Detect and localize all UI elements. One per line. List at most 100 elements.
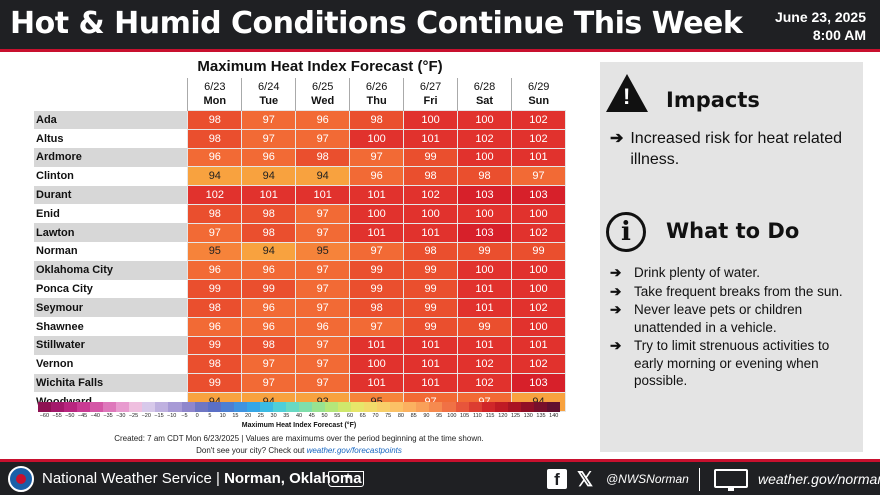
scale-swatch [103, 402, 117, 412]
heat-index-cell: 100 [457, 110, 512, 130]
city-name: Norman [34, 242, 188, 261]
scale-swatch [429, 402, 443, 412]
list-item: ➔ Try to limit strenuous activities to ea… [610, 337, 860, 390]
scale-swatch [311, 402, 326, 412]
heat-index-cell: 103 [510, 185, 567, 205]
table-row: Ada 98 97 96 98 100 100 102 [34, 110, 567, 130]
heat-index-cell: 99 [349, 260, 405, 281]
see-city-text: Don't see your city? Check out [196, 446, 305, 455]
scale-swatch [129, 402, 143, 412]
city-name: Durant [34, 185, 188, 205]
heat-index-cell: 99 [403, 147, 459, 168]
heat-index-cell: 97 [295, 203, 351, 224]
page-title: Hot & Humid Conditions Continue This Wee… [10, 6, 743, 41]
heat-index-cell: 102 [187, 185, 243, 205]
heat-index-cell: 98 [457, 166, 512, 187]
scale-tick-label: 40 [295, 413, 303, 419]
heat-index-cell: 102 [457, 354, 512, 375]
city-name: Stillwater [34, 336, 188, 355]
heat-index-cell: 97 [241, 110, 297, 130]
table-row: Norman 95 94 95 97 98 99 99 [34, 241, 567, 262]
heat-index-cell: 96 [295, 110, 351, 130]
day-of-week: Wed [311, 95, 335, 107]
scale-tick-label: 65 [359, 413, 366, 419]
heat-index-cell: 101 [403, 128, 459, 149]
created-note: Created: 7 am CDT Mon 6/23/2025 | Values… [114, 434, 484, 443]
oklahoma-outline-icon [328, 471, 364, 487]
heat-index-cell: 98 [241, 222, 297, 243]
website-link[interactable]: weather.gov/norman [758, 471, 880, 487]
heat-index-cell: 100 [457, 203, 512, 224]
list-item-text: Drink plenty of water. [634, 265, 761, 280]
scale-tick-label: 45 [308, 413, 315, 419]
forecast-points-link[interactable]: weather.gov/forecastpoints [306, 446, 402, 455]
day-of-week: Sat [475, 95, 494, 107]
color-scale-bar [38, 402, 560, 412]
table-row: Durant 102 101 101 101 102 103 103 [34, 185, 567, 205]
day-date: 6/27 [419, 81, 442, 93]
heat-index-cell: 96 [241, 147, 297, 168]
heat-index-cell: 100 [403, 203, 459, 224]
heat-index-cell: 99 [403, 260, 459, 281]
day-header: 6/25 Wed [295, 78, 350, 111]
scale-tick-label: 5 [208, 413, 212, 419]
scale-swatch [298, 402, 312, 412]
day-date: 6/29 [528, 81, 550, 93]
city-name: Lawton [34, 223, 188, 243]
heat-index-cell: 98 [241, 335, 297, 356]
list-item: ➔ Never leave pets or children unattended… [610, 301, 860, 336]
heat-index-cell: 100 [510, 279, 567, 299]
scale-swatch [520, 402, 534, 412]
impact-item-text: Increased risk for heat related illness. [630, 130, 843, 168]
scale-tick-label: 85 [410, 413, 417, 419]
heat-index-cell: 96 [187, 260, 243, 281]
scale-tick-label: −15 [154, 413, 164, 419]
scale-tick-label: 50 [321, 413, 328, 419]
scale-tick-label: 25 [257, 413, 264, 419]
social-handle[interactable]: @NWSNorman [606, 472, 689, 486]
heat-index-cell: 101 [403, 354, 459, 375]
x-twitter-icon[interactable]: 𝕏 [577, 469, 594, 491]
heat-index-cell: 97 [295, 354, 351, 375]
facebook-icon[interactable]: f [547, 469, 567, 489]
heat-index-cell: 101 [295, 185, 351, 205]
scale-swatch [481, 402, 495, 412]
scale-tick-label: 15 [232, 413, 239, 419]
scale-swatch [51, 402, 65, 412]
city-name: Seymour [34, 298, 188, 318]
heat-index-cell: 101 [349, 185, 405, 205]
scale-swatch [364, 402, 378, 412]
scale-swatch [168, 402, 182, 412]
scale-swatch [533, 402, 547, 412]
heat-index-cell: 97 [241, 373, 297, 393]
heat-index-cell: 98 [187, 128, 243, 149]
city-column-header [34, 78, 188, 111]
heat-index-cell: 100 [349, 354, 405, 375]
scale-tick-label: 115 [485, 413, 495, 419]
scale-swatch [338, 402, 352, 412]
table-row: Lawton 97 98 97 101 101 103 102 [34, 222, 567, 243]
city-name: Wichita Falls [34, 373, 188, 393]
scale-swatch [64, 402, 78, 412]
scale-swatch [546, 402, 560, 412]
monitor-icon [714, 469, 748, 491]
scale-swatch [272, 402, 286, 412]
scale-tick-label: 120 [498, 413, 508, 419]
header-bar: Hot & Humid Conditions Continue This Wee… [0, 0, 880, 52]
agency-name: National Weather Service [42, 470, 212, 487]
heat-index-cell: 97 [295, 373, 351, 393]
heat-index-cell: 101 [403, 222, 459, 243]
heat-index-cell: 102 [457, 128, 512, 149]
scale-tick-label: 105 [460, 413, 470, 419]
city-name: Shawnee [34, 317, 188, 337]
day-date: 6/26 [365, 81, 388, 93]
heat-index-cell: 97 [241, 128, 297, 149]
scale-swatch [507, 402, 521, 412]
scale-tick-label: 140 [549, 413, 559, 419]
heat-index-cell: 99 [457, 316, 512, 337]
info-circle-icon: i [606, 212, 646, 252]
heat-index-cell: 102 [510, 110, 567, 130]
city-name: Ada [34, 110, 188, 130]
heat-index-cell: 94 [241, 166, 297, 187]
heat-index-cell: 98 [187, 110, 243, 130]
